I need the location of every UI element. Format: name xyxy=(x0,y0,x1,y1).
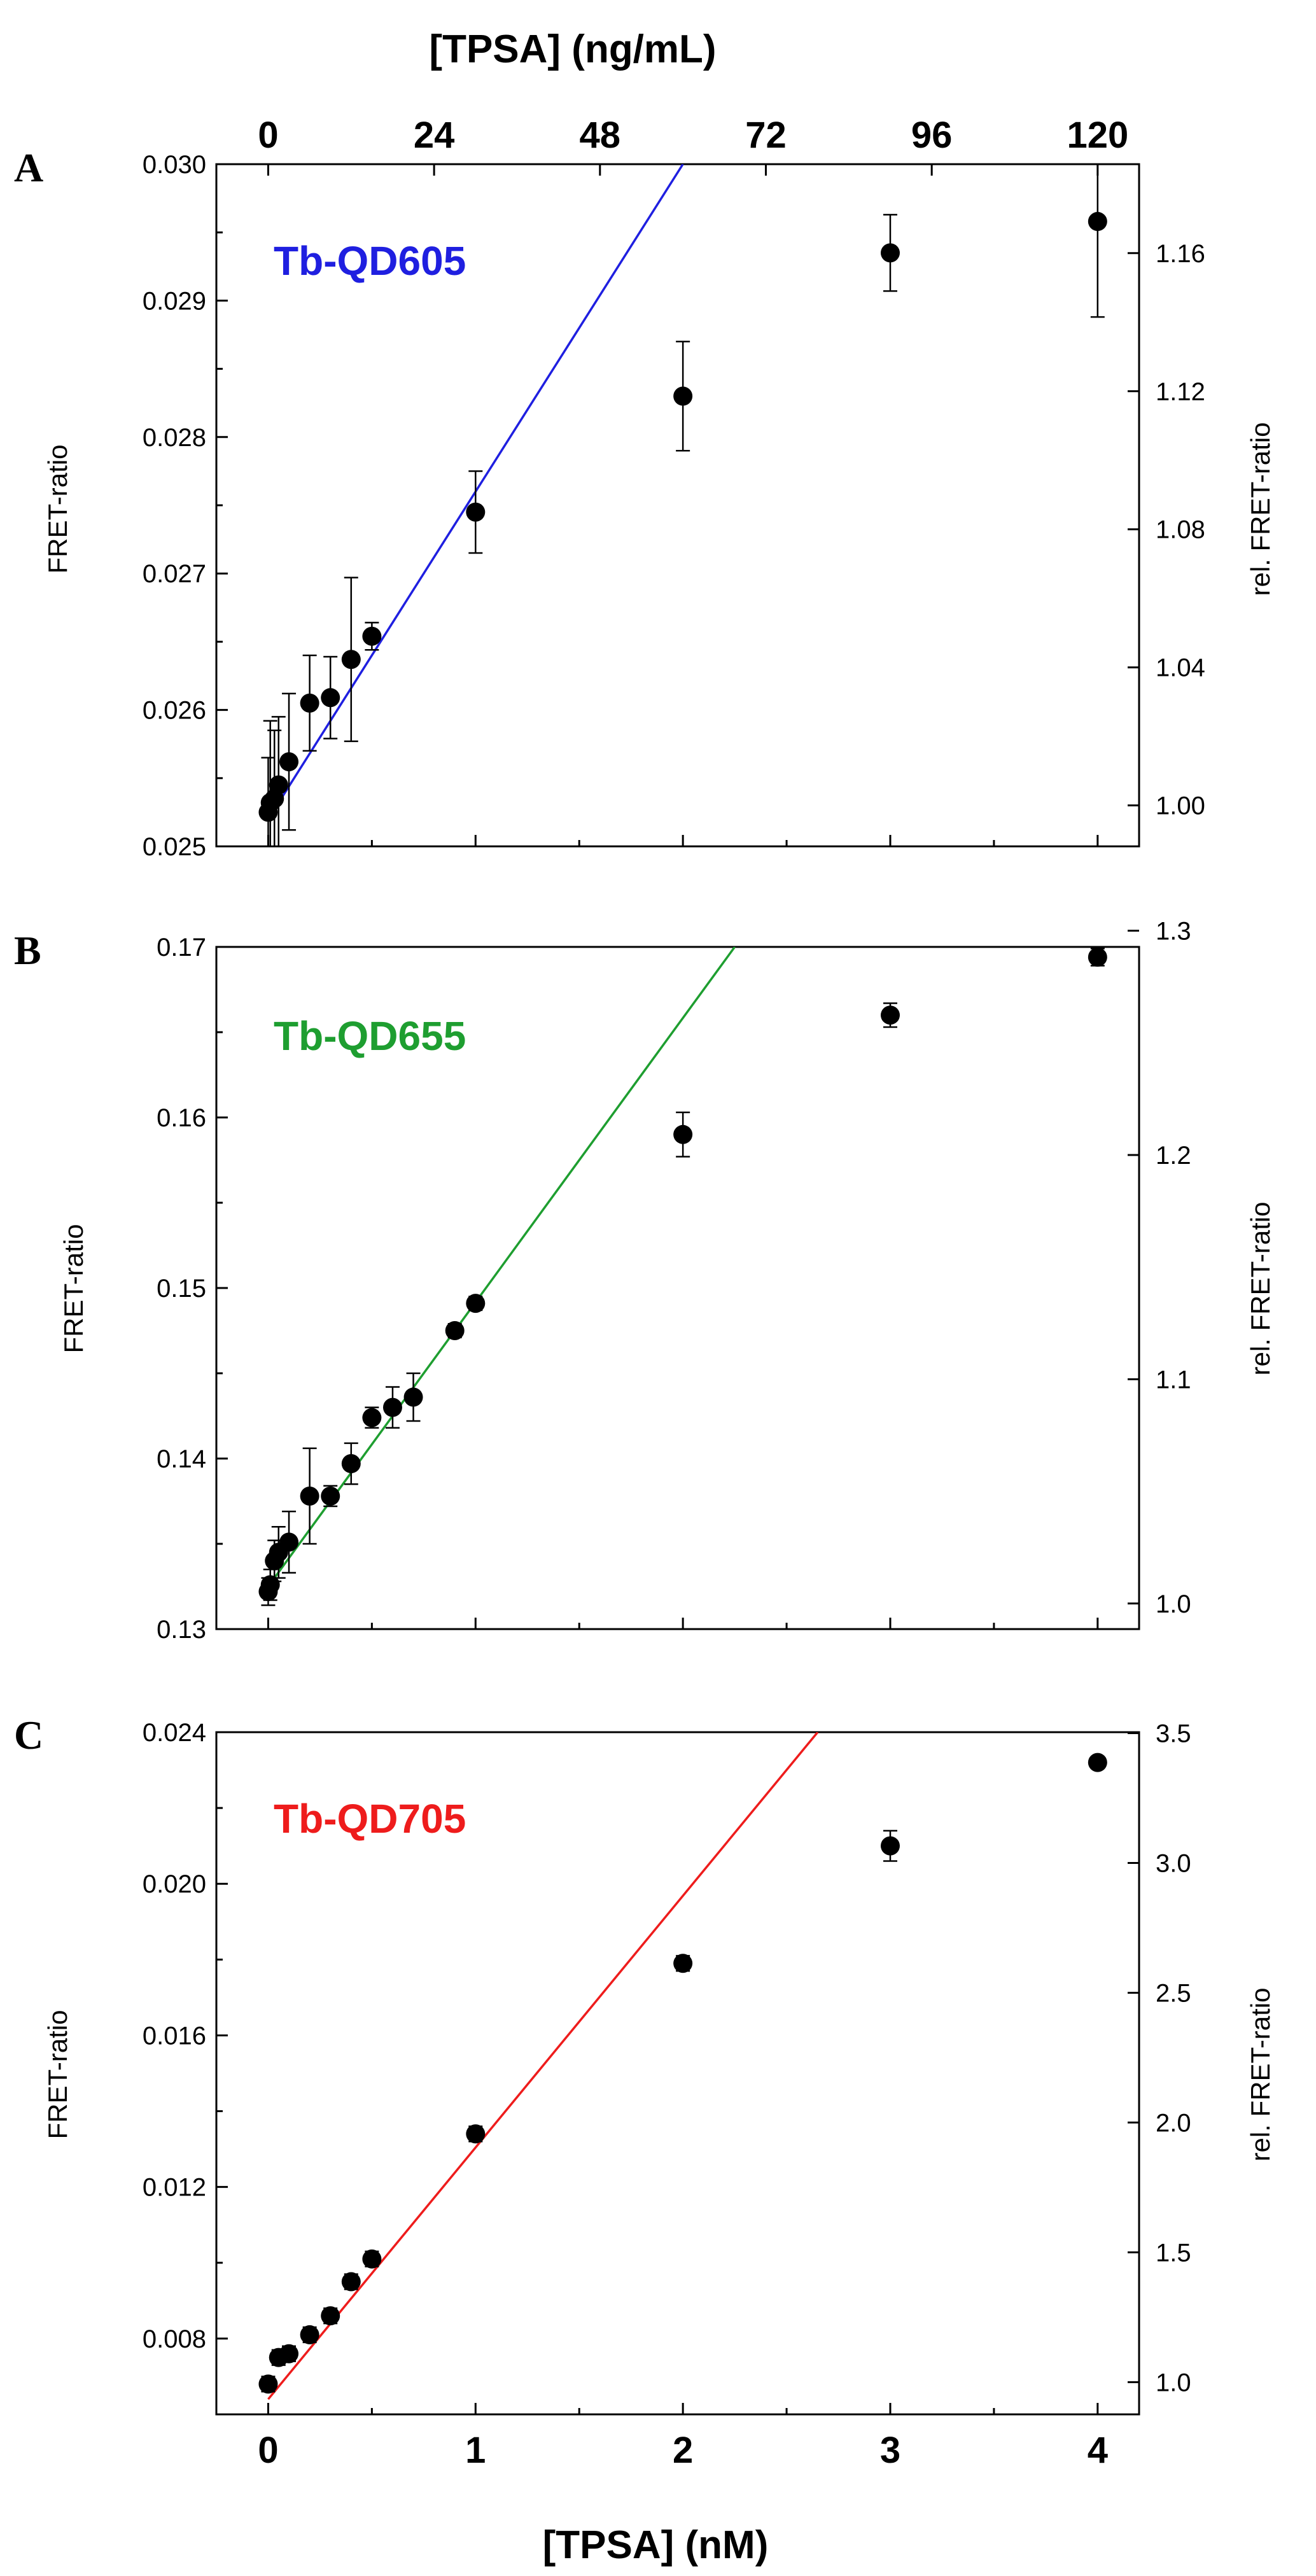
bottom-axis-tick-labels: 0 1 2 3 4 xyxy=(258,2430,1108,2471)
data-point xyxy=(362,1408,382,1427)
y-right-tick-label: 1.16 xyxy=(1156,240,1205,268)
panel-b: B Tb-QD655 FRET-ratio rel. FRET-ratio 0.… xyxy=(14,918,1275,1644)
y-tick-label: 0.15 xyxy=(157,1275,206,1303)
y-axis-right-title: rel. FRET-ratio xyxy=(1245,1201,1275,1375)
data-point xyxy=(300,1486,319,1506)
y-tick-label: 0.16 xyxy=(157,1104,206,1132)
panel-letter: B xyxy=(14,928,41,973)
y-right-tick-label: 1.08 xyxy=(1156,516,1205,544)
y-tick-label: 0.14 xyxy=(157,1445,206,1473)
top-axis-title: [TPSA] (ng/mL) xyxy=(429,27,716,71)
data-point xyxy=(258,2374,278,2394)
y-right-tick-label: 1.2 xyxy=(1156,1142,1191,1170)
data-point xyxy=(279,1532,299,1552)
bottom-tick-label: 3 xyxy=(880,2430,900,2471)
top-tick-label: 0 xyxy=(258,115,278,156)
data-point xyxy=(445,1321,465,1340)
y-axis-right-title: rel. FRET-ratio xyxy=(1245,1987,1275,2161)
data-point xyxy=(673,1954,693,1973)
bottom-tick-label: 1 xyxy=(465,2430,486,2471)
data-point xyxy=(341,1454,361,1474)
data-point xyxy=(279,2344,299,2363)
bottom-tick-label: 4 xyxy=(1088,2430,1108,2471)
panel-c: C Tb-QD705 FRET-ratio rel. FRET-ratio 0.… xyxy=(14,1712,1275,2416)
series-label: Tb-QD605 xyxy=(274,238,466,284)
y-tick-label: 0.016 xyxy=(143,2022,206,2050)
data-point xyxy=(279,752,299,772)
y-tick-label: 0.030 xyxy=(143,151,206,179)
data-point xyxy=(321,688,340,708)
fit-line xyxy=(267,1732,819,2400)
data-point xyxy=(321,1486,340,1506)
y-tick-label: 0.028 xyxy=(143,424,206,452)
y-tick-label: 0.008 xyxy=(143,2325,206,2353)
data-point xyxy=(341,650,361,669)
top-axis-tick-labels: 0 24 48 72 96 120 xyxy=(258,115,1128,156)
y-right-tick-label: 1.12 xyxy=(1156,378,1205,406)
y-axis-title: FRET-ratio xyxy=(59,1224,88,1353)
series-label: Tb-QD655 xyxy=(274,1013,466,1059)
data-point xyxy=(880,1005,900,1025)
y-right-tick-label: 1.00 xyxy=(1156,792,1205,820)
panel-a: A Tb-QD605 FRET-ratio rel. FRET-ratio 0.… xyxy=(14,145,1275,861)
y-tick-label: 0.13 xyxy=(157,1616,206,1644)
y-tick-label: 0.026 xyxy=(143,697,206,725)
data-point xyxy=(341,2272,361,2292)
y-right-tick-label: 1.04 xyxy=(1156,654,1205,682)
y-right-tick-label: 1.0 xyxy=(1156,2369,1191,2397)
y-tick-label: 0.024 xyxy=(143,1719,206,1747)
y-tick-label: 0.027 xyxy=(143,560,206,588)
data-point xyxy=(362,2249,382,2269)
y-right-tick-label: 2.5 xyxy=(1156,1979,1191,2007)
y-right-tick-label: 1.0 xyxy=(1156,1590,1191,1618)
plot-frame xyxy=(215,1731,1140,2416)
data-point xyxy=(269,775,288,795)
y-right-tick-label: 1.5 xyxy=(1156,2239,1191,2267)
top-tick-label: 48 xyxy=(580,115,621,156)
y-tick-label: 0.020 xyxy=(143,1870,206,1898)
data-point xyxy=(300,2325,319,2344)
panel-letter: C xyxy=(14,1712,43,1758)
data-point xyxy=(466,2124,486,2144)
fit-line xyxy=(267,947,736,1588)
data-point xyxy=(673,1124,693,1144)
y-axis-right-title: rel. FRET-ratio xyxy=(1245,422,1275,596)
y-right-tick-label: 3.0 xyxy=(1156,1849,1191,1877)
data-point xyxy=(1088,1753,1107,1772)
y-tick-label: 0.17 xyxy=(157,934,206,962)
y-tick-label: 0.012 xyxy=(143,2174,206,2202)
data-point xyxy=(880,1836,900,1856)
series-label: Tb-QD705 xyxy=(274,1796,466,1842)
data-point xyxy=(321,2306,340,2326)
y-axis-title: FRET-ratio xyxy=(43,2010,73,2139)
data-point xyxy=(673,386,693,406)
y-tick-label: 0.025 xyxy=(143,833,206,861)
top-tick-label: 72 xyxy=(745,115,787,156)
panel-letter: A xyxy=(14,145,43,190)
y-right-tick-label: 3.5 xyxy=(1156,1719,1191,1747)
bottom-axis-title: [TPSA] (nM) xyxy=(543,2523,769,2567)
data-point xyxy=(403,1387,423,1407)
data-point xyxy=(466,502,486,522)
top-tick-label: 24 xyxy=(414,115,455,156)
bottom-tick-label: 2 xyxy=(673,2430,693,2471)
data-point xyxy=(362,626,382,646)
data-point xyxy=(880,243,900,263)
data-point xyxy=(466,1294,486,1313)
y-right-tick-label: 2.0 xyxy=(1156,2109,1191,2137)
top-tick-label: 120 xyxy=(1067,115,1128,156)
y-tick-label: 0.029 xyxy=(143,287,206,315)
top-tick-label: 96 xyxy=(911,115,953,156)
data-point xyxy=(1088,212,1107,232)
data-point xyxy=(300,693,319,713)
bottom-tick-label: 0 xyxy=(258,2430,278,2471)
y-right-tick-label: 1.1 xyxy=(1156,1366,1191,1394)
y-right-tick-label: 1.3 xyxy=(1156,918,1191,946)
data-point xyxy=(1088,948,1107,967)
y-axis-title: FRET-ratio xyxy=(43,444,73,573)
data-point xyxy=(382,1397,402,1417)
